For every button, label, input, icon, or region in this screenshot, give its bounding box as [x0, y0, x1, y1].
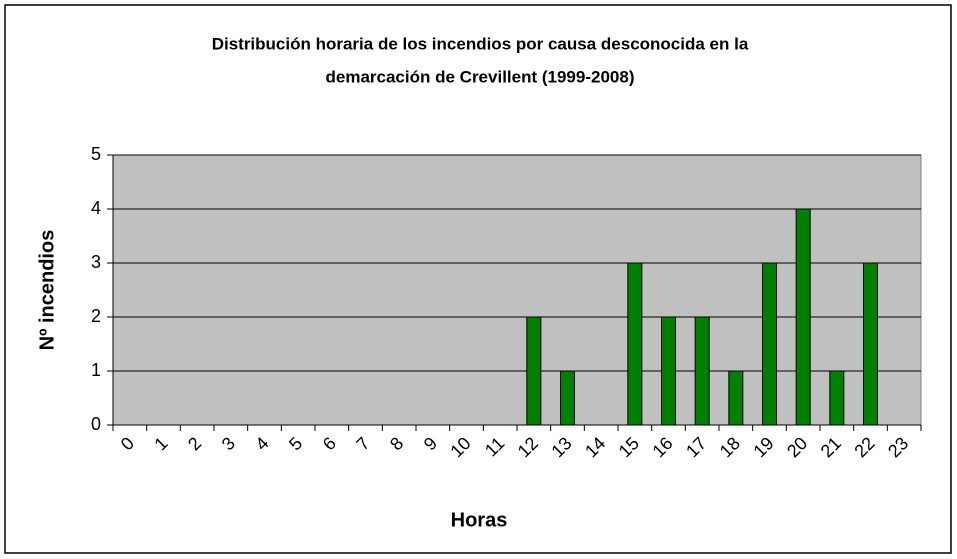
bar	[627, 262, 643, 426]
y-tick-label: 3	[91, 252, 101, 272]
bar	[526, 316, 542, 426]
plot-area	[112, 154, 922, 426]
bar	[762, 262, 777, 426]
bar	[829, 370, 845, 426]
bar	[795, 208, 811, 426]
bar	[728, 370, 744, 426]
y-tick-label: 2	[91, 306, 101, 326]
y-tick-label: 1	[91, 360, 101, 380]
y-tick-label: 5	[91, 144, 101, 164]
y-axis-label: Nº incendios	[36, 230, 58, 351]
y-tick-label: 4	[91, 198, 101, 218]
bar	[560, 370, 575, 426]
bar	[661, 316, 676, 426]
bar	[694, 316, 710, 426]
chart-title: demarcación de Crevillent (1999-2008)	[326, 67, 635, 86]
chart-title: Distribución horaria de los incendios po…	[212, 34, 749, 53]
x-axis-label: Horas	[451, 509, 508, 531]
y-tick-label: 0	[91, 414, 101, 434]
bar	[863, 262, 878, 426]
